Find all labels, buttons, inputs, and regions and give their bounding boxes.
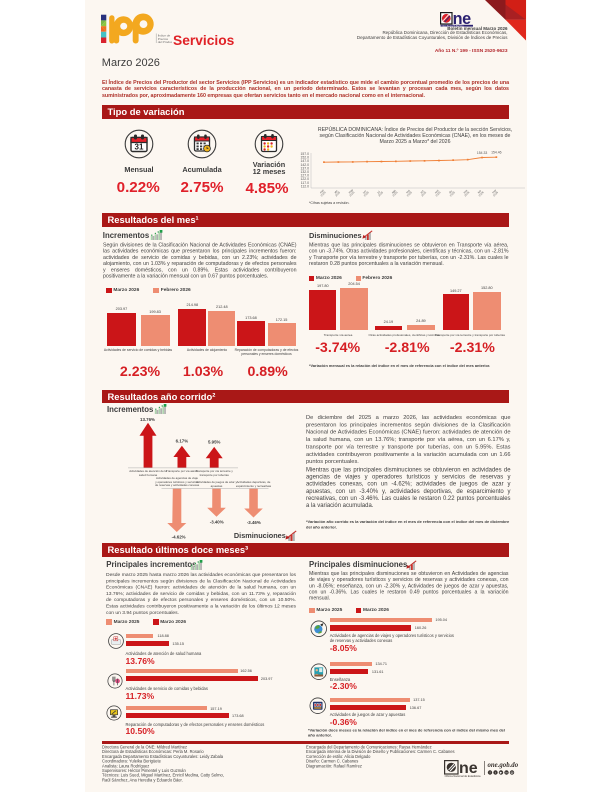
svg-text:feb: feb	[477, 189, 483, 195]
svg-text:112.0: 112.0	[301, 184, 309, 188]
svg-text:t: t	[495, 771, 496, 775]
svg-text:2025: 2025	[420, 190, 427, 197]
svg-text:-3.46%: -3.46%	[247, 520, 261, 525]
svg-text:ne: ne	[459, 760, 478, 777]
svg-text:31: 31	[135, 143, 144, 152]
svg-text:ene: ene	[463, 189, 469, 195]
svg-text:2025: 2025	[320, 190, 327, 197]
svg-text:142.0: 142.0	[301, 163, 310, 167]
svg-text:154.33: 154.33	[477, 151, 487, 155]
svg-text:2025: 2025	[391, 190, 398, 197]
svg-text:one.gob.do: one.gob.do	[488, 762, 519, 769]
svg-text:154.46: 154.46	[491, 151, 501, 155]
svg-text:122.0: 122.0	[301, 177, 310, 181]
svg-text:▶: ▶	[500, 771, 503, 775]
svg-text:Oficina Nacional de Estadístic: Oficina Nacional de Estadística	[445, 774, 481, 778]
svg-text:jul: jul	[375, 189, 381, 195]
svg-text:del Productor: del Productor	[158, 40, 172, 44]
svg-text:2026: 2026	[492, 190, 499, 197]
svg-text:2026: 2026	[478, 190, 485, 197]
svg-text:sep: sep	[406, 189, 412, 195]
svg-text:mar: mar	[491, 188, 497, 194]
svg-text:13.76%: 13.76%	[140, 417, 155, 422]
svg-text:2025: 2025	[363, 190, 370, 197]
svg-text:6.17%: 6.17%	[176, 438, 189, 443]
svg-text:127.0: 127.0	[301, 174, 310, 178]
svg-text:oct: oct	[419, 189, 425, 195]
svg-text:2026: 2026	[463, 190, 470, 197]
svg-text:jun: jun	[361, 189, 367, 195]
svg-text:132.0: 132.0	[301, 170, 310, 174]
svg-text:nov: nov	[434, 189, 440, 195]
svg-text:@: @	[510, 771, 513, 775]
svg-text:147.0: 147.0	[301, 159, 310, 163]
svg-text:157.0: 157.0	[301, 152, 310, 156]
svg-text:2025: 2025	[334, 190, 341, 197]
svg-text:may: may	[348, 188, 354, 194]
svg-text:ago: ago	[391, 189, 397, 195]
svg-text:5.95%: 5.95%	[208, 439, 221, 444]
svg-text:-3.40%: -3.40%	[210, 519, 224, 524]
svg-text:2025: 2025	[377, 190, 384, 197]
svg-text:2025: 2025	[449, 190, 456, 197]
svg-text:in: in	[505, 771, 508, 775]
svg-text:117.0: 117.0	[301, 181, 309, 185]
svg-text:137.0: 137.0	[301, 166, 310, 170]
svg-text:2025: 2025	[435, 190, 442, 197]
svg-text:-4.62%: -4.62%	[172, 535, 186, 540]
svg-text:ne: ne	[453, 12, 472, 28]
svg-text:2025: 2025	[348, 190, 355, 197]
svg-text:2025: 2025	[406, 190, 413, 197]
svg-text:mar: mar	[319, 188, 325, 194]
svg-text:Índice de: Índice de	[158, 34, 171, 38]
svg-text:152.0: 152.0	[301, 156, 310, 160]
svg-text:dic: dic	[448, 189, 454, 195]
svg-text:f: f	[490, 771, 491, 775]
svg-text:Precios: Precios	[158, 37, 169, 41]
svg-text:abr: abr	[333, 189, 339, 195]
svg-text:Oficina Nacional de Estadístic: Oficina Nacional de Estadística	[442, 24, 464, 27]
